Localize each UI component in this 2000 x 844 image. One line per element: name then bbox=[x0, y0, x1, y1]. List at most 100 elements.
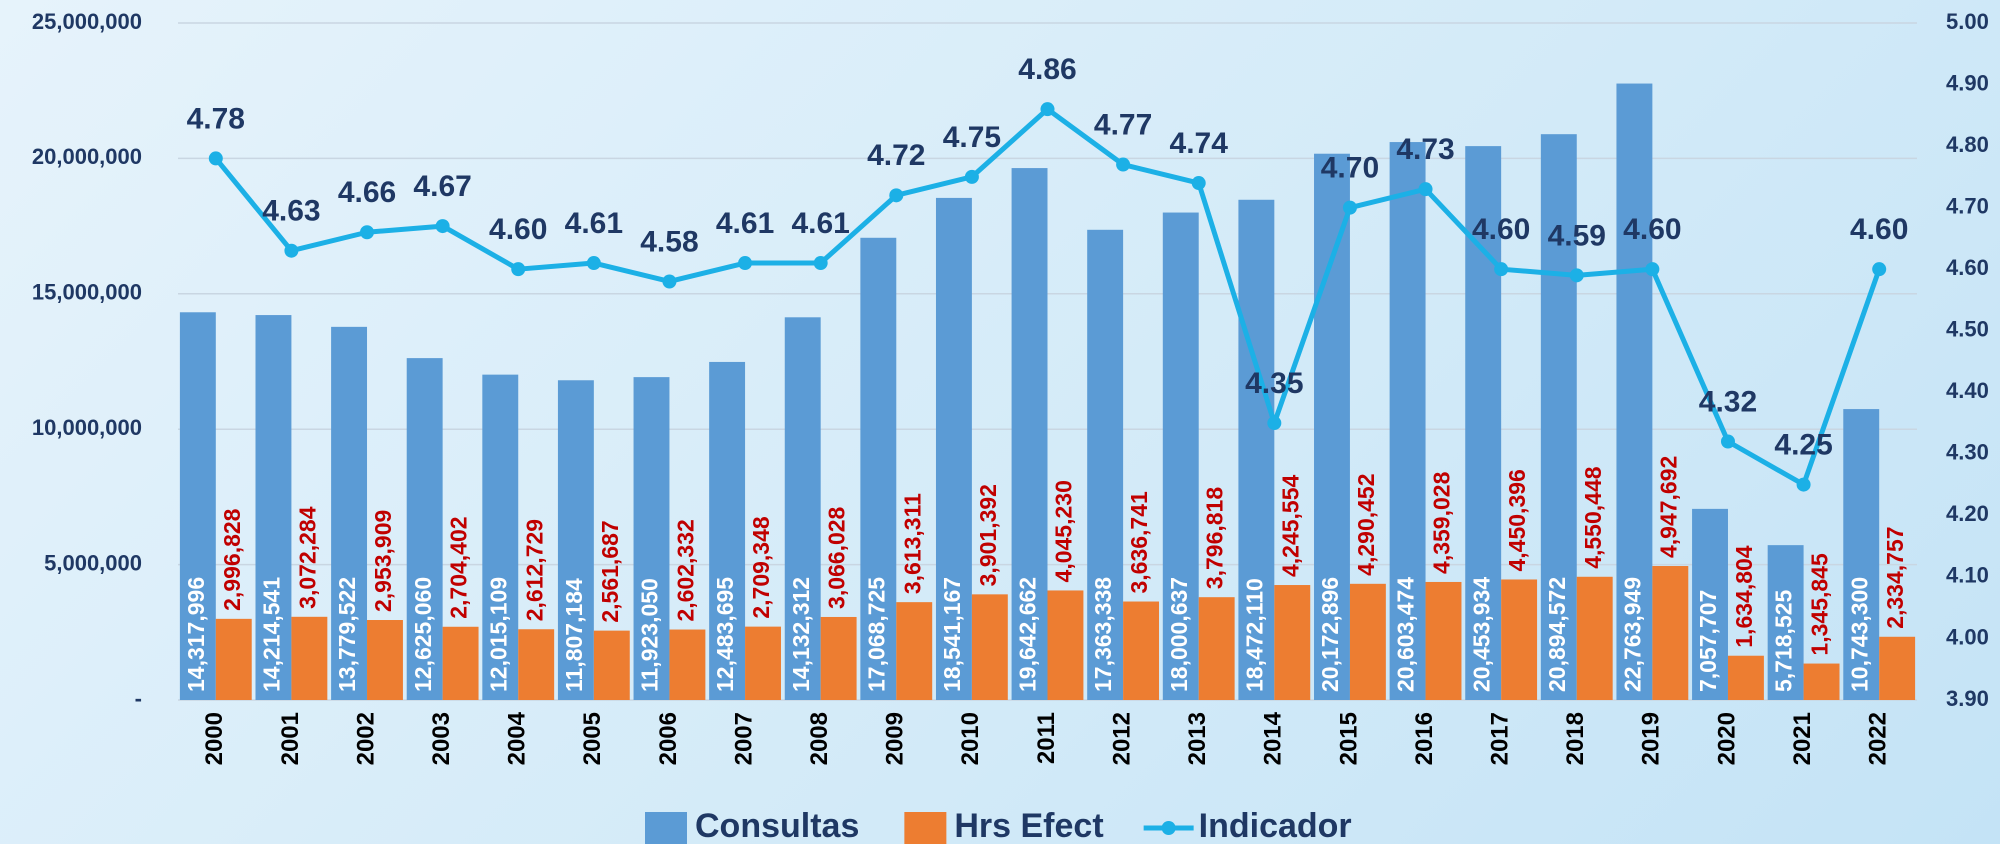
x-tick-label: 2012 bbox=[1108, 712, 1135, 765]
y-tick-label: 15,000,000 bbox=[32, 280, 142, 305]
data-label: 7,057,707 bbox=[1695, 590, 1721, 692]
x-tick-label: 2002 bbox=[352, 712, 379, 765]
data-label: 4,550,448 bbox=[1580, 466, 1606, 569]
bar bbox=[1652, 566, 1689, 700]
marker bbox=[813, 256, 828, 271]
data-label: 4.60 bbox=[1623, 213, 1681, 246]
bar bbox=[1349, 583, 1386, 700]
data-label: 4.61 bbox=[791, 207, 849, 240]
data-label: 4.78 bbox=[187, 102, 245, 135]
bar bbox=[709, 361, 746, 700]
bar bbox=[406, 358, 443, 700]
data-label: 4.72 bbox=[867, 139, 925, 172]
x-tick-label: 2001 bbox=[277, 712, 304, 765]
y2-tick-label: 4.50 bbox=[1946, 317, 1989, 342]
data-label: 12,015,109 bbox=[485, 577, 511, 692]
data-label: 12,483,695 bbox=[712, 577, 738, 692]
x-tick-label: 2014 bbox=[1260, 711, 1287, 765]
data-label: 2,602,332 bbox=[672, 519, 698, 621]
y2-tick-label: 4.00 bbox=[1946, 624, 1989, 649]
x-tick-label: 2015 bbox=[1335, 712, 1362, 765]
x-tick-label: 2016 bbox=[1411, 712, 1438, 765]
bar bbox=[896, 602, 933, 700]
data-label: 2,612,729 bbox=[521, 519, 547, 621]
data-label: 13,779,522 bbox=[334, 577, 360, 692]
bar bbox=[820, 616, 857, 700]
bar bbox=[518, 629, 555, 700]
bar bbox=[1425, 581, 1462, 700]
data-label: 19,642,662 bbox=[1015, 577, 1041, 692]
data-label: 4.25 bbox=[1774, 429, 1832, 462]
marker bbox=[1267, 416, 1282, 431]
x-tick-label: 2005 bbox=[579, 712, 606, 765]
y-tick-label: - bbox=[135, 686, 142, 711]
bar bbox=[1274, 585, 1311, 700]
marker bbox=[1796, 477, 1811, 492]
data-label: 3,636,741 bbox=[1126, 491, 1152, 594]
data-label: 4.70 bbox=[1321, 152, 1379, 185]
data-label: 17,068,725 bbox=[863, 577, 889, 692]
marker bbox=[208, 151, 223, 166]
bar bbox=[1047, 590, 1084, 700]
marker bbox=[284, 243, 299, 258]
x-tick-label: 2020 bbox=[1713, 712, 1740, 765]
marker bbox=[1040, 102, 1055, 117]
bar bbox=[1692, 508, 1728, 700]
data-label: 4,290,452 bbox=[1353, 473, 1379, 575]
data-label: 20,172,896 bbox=[1317, 577, 1343, 692]
data-label: 5,718,525 bbox=[1771, 589, 1797, 692]
marker bbox=[1116, 157, 1131, 172]
data-label: 11,923,050 bbox=[637, 578, 663, 692]
bar bbox=[1123, 601, 1160, 700]
marker bbox=[1418, 182, 1433, 197]
bar bbox=[1616, 83, 1653, 701]
data-label: 3,072,284 bbox=[294, 506, 320, 609]
legend-label: Hrs Efect bbox=[954, 807, 1103, 844]
data-label: 4.74 bbox=[1170, 127, 1229, 160]
data-label: 1,634,804 bbox=[1731, 545, 1757, 648]
data-label: 20,453,934 bbox=[1468, 577, 1494, 692]
data-label: 4.77 bbox=[1094, 108, 1152, 141]
y2-tick-label: 4.10 bbox=[1946, 563, 1989, 588]
y-tick-label: 20,000,000 bbox=[32, 144, 142, 169]
legend-swatch bbox=[645, 812, 687, 844]
data-label: 4.66 bbox=[338, 176, 396, 209]
data-label: 4.63 bbox=[262, 195, 320, 228]
bar bbox=[669, 629, 706, 700]
marker bbox=[1191, 176, 1206, 191]
bar bbox=[1238, 199, 1275, 700]
data-label: 4.58 bbox=[640, 225, 698, 258]
bar bbox=[633, 377, 670, 700]
bar bbox=[442, 626, 479, 700]
data-label: 4.59 bbox=[1548, 219, 1606, 252]
bar bbox=[1162, 212, 1199, 700]
data-label: 17,363,338 bbox=[1090, 577, 1116, 692]
bar bbox=[482, 374, 519, 700]
data-label: 4.67 bbox=[413, 170, 471, 203]
data-label: 11,807,184 bbox=[561, 578, 587, 692]
data-label: 2,704,402 bbox=[446, 516, 472, 618]
marker bbox=[360, 225, 375, 240]
bar bbox=[1314, 153, 1350, 701]
x-tick-label: 2013 bbox=[1184, 712, 1211, 765]
y-tick-label: 10,000,000 bbox=[32, 415, 142, 440]
y2-tick-label: 4.90 bbox=[1946, 70, 1989, 95]
data-label: 18,472,110 bbox=[1241, 578, 1267, 692]
bar bbox=[1501, 579, 1538, 700]
data-label: 3,901,392 bbox=[975, 484, 1001, 586]
bar bbox=[1727, 655, 1764, 700]
bar bbox=[1843, 409, 1880, 700]
bar bbox=[179, 312, 216, 700]
data-label: 18,541,167 bbox=[939, 577, 965, 692]
data-label: 10,743,300 bbox=[1846, 577, 1872, 692]
bar bbox=[1389, 142, 1426, 700]
y-tick-label: 25,000,000 bbox=[32, 9, 142, 34]
bar bbox=[784, 317, 821, 700]
marker bbox=[1342, 200, 1357, 215]
data-label: 4.61 bbox=[565, 207, 623, 240]
data-label: 14,132,312 bbox=[788, 577, 814, 692]
data-label: 4,359,028 bbox=[1429, 471, 1455, 574]
x-tick-label: 2022 bbox=[1865, 712, 1892, 765]
x-tick-label: 2006 bbox=[655, 712, 682, 765]
bar bbox=[971, 594, 1008, 700]
